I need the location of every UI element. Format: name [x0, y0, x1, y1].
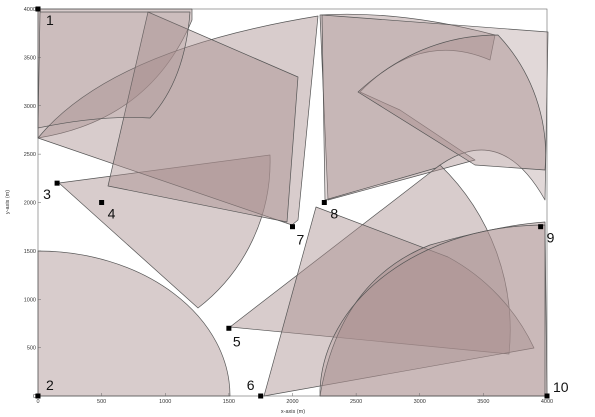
- nodes: 1 2 3 4 5 6 7 8 9 10: [35, 6, 569, 399]
- sector-node-1: [37, 8, 193, 139]
- node-2-marker: [35, 393, 41, 399]
- y-tick-label: 500: [27, 346, 36, 352]
- y-tick-label: 0: [33, 394, 36, 400]
- sector-node-10: [319, 221, 548, 397]
- x-tick-label: 3000: [414, 399, 426, 405]
- sector-node-6: [263, 206, 535, 397]
- node-3-marker: [54, 180, 60, 186]
- node-7-marker: [290, 224, 295, 230]
- y-tick-label: 2500: [24, 152, 36, 158]
- y-axis-label: y-axis (m): [5, 190, 11, 214]
- node-6-marker: [258, 393, 264, 399]
- node-7-label: 7: [297, 232, 305, 248]
- sector-node-8c: [357, 34, 546, 171]
- sector-node-9: [319, 224, 546, 397]
- node-9-label: 9: [547, 230, 555, 246]
- node-9-marker: [538, 224, 544, 230]
- node-5-marker: [226, 325, 232, 331]
- sector-node-5: [229, 164, 511, 355]
- y-tick-label: 1500: [24, 249, 36, 255]
- x-tick-label: 4000: [541, 399, 553, 405]
- node-4-label: 4: [108, 206, 116, 222]
- node-8-marker: [321, 200, 327, 205]
- x-tick-label: 1500: [223, 399, 235, 405]
- node-6-label: 6: [247, 377, 255, 393]
- y-tick-label: 3000: [24, 104, 36, 110]
- x-tick-label: 2500: [350, 399, 362, 405]
- sector-node-2: [37, 250, 231, 397]
- y-tick-label: 1000: [24, 297, 36, 303]
- node-2-label: 2: [46, 377, 54, 393]
- sector-node-1b: [37, 11, 191, 129]
- x-tick-label: 3500: [477, 399, 489, 405]
- sector-node-7: [37, 15, 319, 226]
- y-axis-ticks: 0 500 1000 1500 2000 2500 3000 3500 4000: [24, 7, 41, 400]
- x-axis-ticks: 0 500 1000 1500 2000 2500 3000 3500 4000: [36, 393, 553, 405]
- sector-node-8b: [321, 14, 549, 201]
- x-tick-label: 1000: [159, 399, 171, 405]
- y-tick-label: 3500: [24, 55, 36, 61]
- y-tick-label: 4000: [24, 7, 36, 13]
- x-axis-label: x-axis (m): [281, 409, 305, 415]
- node-8-label: 8: [330, 206, 338, 222]
- x-tick-label: 500: [97, 399, 106, 405]
- sector-node-8: [319, 13, 496, 201]
- node-1-marker: [35, 6, 41, 12]
- sector-node-3: [58, 154, 271, 309]
- y-tick-label: 2000: [24, 201, 36, 207]
- node-10-label: 10: [553, 379, 569, 395]
- node-4-marker: [99, 200, 105, 205]
- coverage-sectors: [37, 8, 549, 397]
- x-tick-label: 2000: [286, 399, 298, 405]
- node-10-marker: [544, 393, 550, 399]
- node-5-label: 5: [233, 333, 241, 349]
- node-3-label: 3: [43, 186, 51, 202]
- node-1-label: 1: [46, 12, 54, 28]
- x-tick-label: 0: [36, 399, 39, 405]
